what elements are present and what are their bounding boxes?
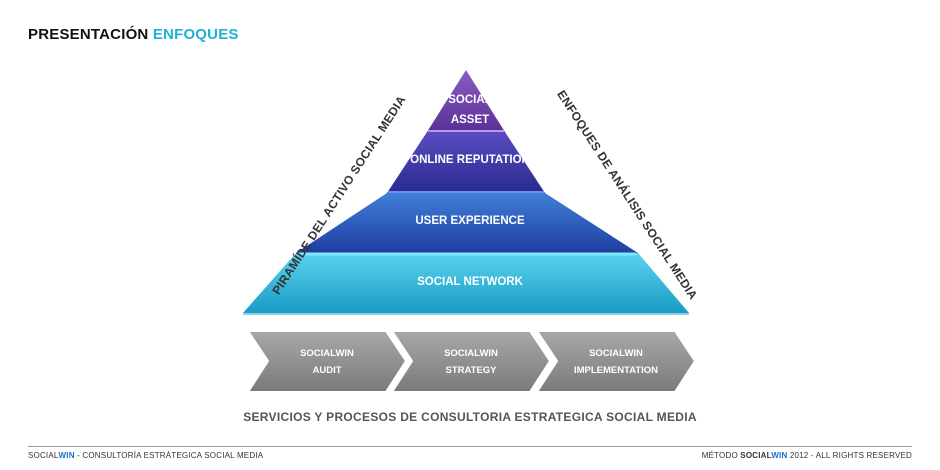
chevron-label-audit: SOCIALWIN AUDIT bbox=[272, 345, 382, 379]
footer-right-rest: 2012 - ALL RIGHTS RESERVED bbox=[787, 451, 912, 460]
strategy-line1: SOCIALWIN bbox=[444, 348, 498, 359]
footer-right-social: SOCIAL bbox=[740, 451, 772, 460]
footer-left-rest: - CONSULTORÍA ESTRÁTEGICA SOCIAL MEDIA bbox=[74, 451, 264, 460]
footer-right: MÉTODO SOCIALWIN 2012 - ALL RIGHTS RESER… bbox=[702, 451, 912, 460]
chevron-label-implementation: SOCIALWIN IMPLEMENTATION bbox=[561, 345, 671, 379]
footer-left-win: WIN bbox=[58, 451, 75, 460]
chevron-audit bbox=[246, 330, 408, 393]
pyramid-label-social-asset: SOCIAL ASSET bbox=[0, 90, 940, 130]
services-caption: SERVICIOS Y PROCESOS DE CONSULTORIA ESTR… bbox=[243, 410, 697, 424]
implementation-line1: SOCIALWIN bbox=[589, 348, 643, 359]
footer-left: SOCIALWIN - CONSULTORÍA ESTRÁTEGICA SOCI… bbox=[28, 451, 263, 460]
chevron-label-strategy: SOCIALWIN STRATEGY bbox=[416, 345, 526, 379]
title-part2: ENFOQUES bbox=[152, 26, 239, 43]
pyramid-label-social-network: SOCIAL NETWORK bbox=[417, 276, 523, 288]
footer-divider bbox=[28, 446, 912, 447]
audit-line1: SOCIALWIN bbox=[300, 348, 354, 359]
pyramid-level-social-asset bbox=[427, 70, 505, 132]
pyramid-label-user-experience: USER EXPERIENCE bbox=[415, 215, 525, 227]
implementation-line2: IMPLEMENTATION bbox=[573, 365, 659, 376]
chevron-implementation bbox=[535, 330, 697, 393]
title-part1: PRESENTACIÓN bbox=[28, 26, 149, 43]
social-asset-line2: ASSET bbox=[450, 114, 490, 126]
page-title: PRESENTACIÓN ENFOQUES bbox=[28, 26, 239, 43]
pyramid-level-social-network bbox=[243, 253, 689, 313]
social-asset-line1: SOCIAL bbox=[448, 94, 492, 106]
audit-line2: AUDIT bbox=[312, 365, 342, 376]
pyramid-label-online-reputation: ONLINE REPUTATION bbox=[410, 154, 530, 166]
footer-right-pre: MÉTODO bbox=[701, 451, 741, 460]
pyramid-level-user-experience bbox=[296, 193, 638, 253]
footer-right-win: WIN bbox=[771, 451, 788, 460]
chevron-strategy bbox=[390, 330, 552, 393]
strategy-line2: STRATEGY bbox=[445, 365, 497, 376]
pyramid-level-online-reputation bbox=[387, 132, 545, 193]
footer-left-social: SOCIAL bbox=[28, 451, 59, 460]
